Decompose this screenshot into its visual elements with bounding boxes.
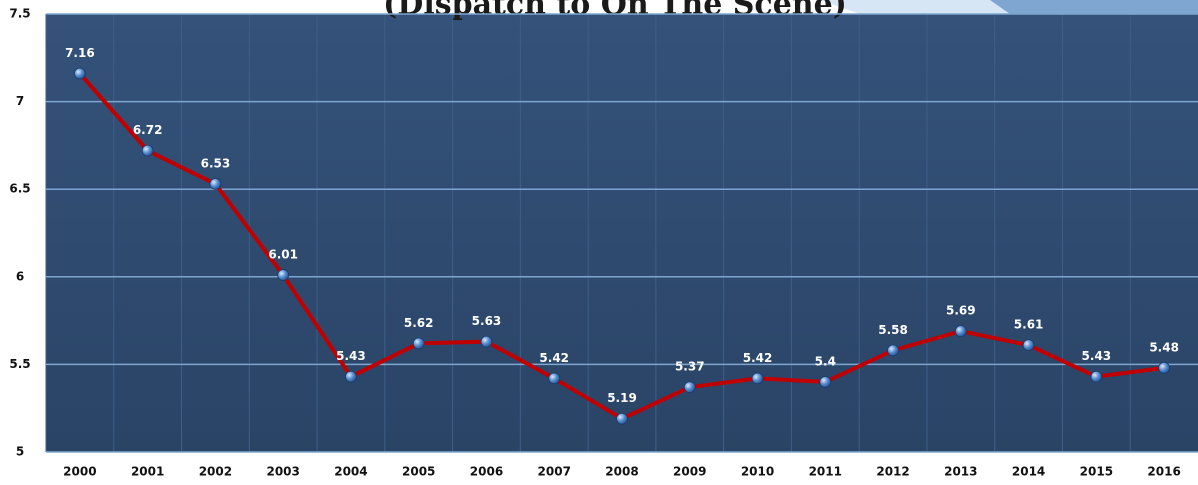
x-tick-label: 2004	[334, 465, 367, 479]
x-tick-label: 2015	[1080, 465, 1113, 479]
data-label: 6.01	[268, 248, 298, 262]
data-point	[819, 376, 832, 388]
x-tick-label: 2013	[944, 465, 977, 479]
y-tick-label: 5	[16, 445, 24, 459]
x-tick-label: 2001	[131, 465, 164, 479]
x-tick-label: 2012	[876, 465, 909, 479]
y-tick-label: 6	[16, 269, 24, 283]
data-point	[616, 412, 628, 425]
data-point	[548, 372, 561, 385]
data-label: 5.48	[1149, 340, 1179, 354]
x-tick-label: 2008	[605, 465, 638, 479]
data-point	[412, 337, 425, 350]
data-point	[683, 381, 696, 394]
x-tick-label: 2000	[63, 465, 96, 479]
x-tick-label: 2009	[673, 465, 706, 479]
data-point	[277, 269, 290, 281]
x-tick-label: 2016	[1147, 465, 1180, 479]
data-point	[751, 372, 764, 385]
decoration	[990, 0, 1198, 14]
data-point	[887, 344, 899, 357]
data-label: 5.4	[815, 354, 836, 368]
data-label: 5.58	[878, 323, 908, 337]
data-point	[954, 325, 967, 338]
data-label: 6.53	[201, 156, 231, 170]
x-tick-label: 2006	[470, 465, 503, 479]
data-label: 5.62	[404, 316, 434, 330]
data-point	[209, 178, 222, 190]
data-label: 5.43	[336, 349, 366, 363]
data-label: 7.16	[65, 46, 95, 60]
data-label: 5.42	[539, 351, 569, 365]
y-tick-label: 7.5	[9, 7, 30, 21]
x-tick-label: 2007	[538, 465, 571, 479]
x-tick-label: 2011	[809, 465, 842, 479]
data-label: 6.72	[133, 123, 163, 137]
plot-area	[46, 14, 1198, 452]
data-point	[1090, 370, 1103, 383]
data-label: 5.19	[607, 391, 637, 405]
data-point	[1022, 339, 1035, 352]
data-point	[480, 335, 493, 348]
data-label: 5.43	[1082, 349, 1112, 363]
x-tick-label: 2005	[402, 465, 435, 479]
data-label: 5.37	[675, 360, 705, 374]
x-tick-label: 2002	[199, 465, 232, 479]
chart-title: (Dispatch to On The Scene)	[383, 0, 847, 22]
x-tick-label: 2014	[1012, 465, 1045, 479]
data-point	[1158, 362, 1171, 374]
data-label: 5.63	[472, 314, 502, 328]
data-label: 5.69	[946, 304, 976, 318]
x-tick-label: 2010	[741, 465, 774, 479]
x-tick-label: 2003	[266, 465, 299, 479]
data-point	[345, 370, 357, 383]
data-point	[141, 144, 154, 157]
y-tick-label: 5.5	[9, 357, 30, 371]
data-point	[73, 67, 86, 80]
data-label: 5.61	[1014, 318, 1044, 332]
y-tick-label: 6.5	[9, 182, 30, 196]
data-label: 5.42	[743, 351, 773, 365]
y-tick-label: 7	[16, 94, 24, 108]
